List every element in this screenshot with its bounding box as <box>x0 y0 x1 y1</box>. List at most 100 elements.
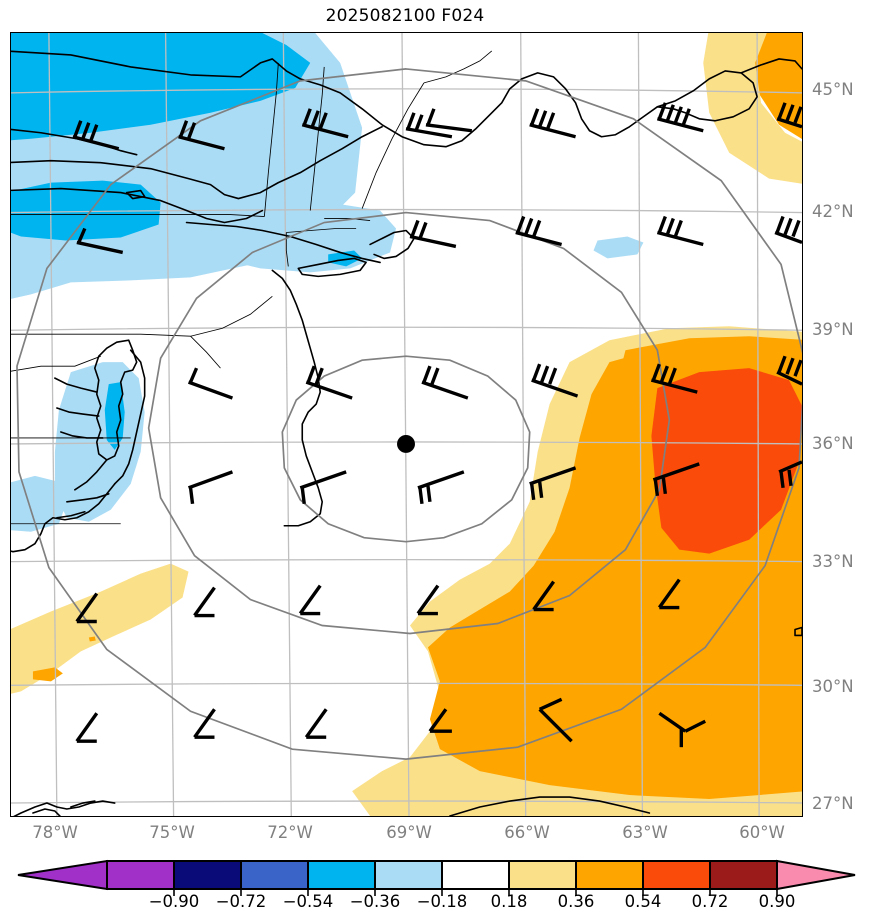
wind-barb <box>187 367 234 400</box>
wind-barb <box>178 120 225 151</box>
coast-mid-atlantic <box>271 269 324 527</box>
border-me-canada <box>423 50 493 84</box>
gridline-lon-72 <box>282 33 292 816</box>
contour-fill-036-sw-speck <box>88 636 96 642</box>
colorbar-segment-zero <box>441 860 510 890</box>
contour-fill-neg018-chesapeake <box>54 362 145 522</box>
wind-barb <box>529 466 577 501</box>
gridline-lat-45 <box>11 88 802 94</box>
colorbar-tick-neg018: −0.18 <box>416 892 468 911</box>
colorbar-tick-072: 0.72 <box>691 892 729 911</box>
wind-barb <box>301 108 349 139</box>
filled-contours <box>11 33 802 816</box>
colorbar-segment-neg072 <box>173 860 242 890</box>
lon-label-78: 78°W <box>32 823 78 842</box>
range-ring-inner <box>281 355 531 543</box>
colorbar-segment-over <box>776 859 856 891</box>
wind-barb <box>416 584 440 616</box>
wind-barb <box>193 586 216 618</box>
coast-nova-scotia <box>656 70 758 122</box>
gridline-lat-27 <box>11 800 802 804</box>
wind-barb <box>421 365 469 400</box>
lon-label-63: 63°W <box>622 823 668 842</box>
range-ring-middle <box>147 211 671 635</box>
colorbar-tick-neg036: −0.36 <box>349 892 401 911</box>
colorbar-ticks <box>173 889 778 896</box>
wind-barb <box>72 120 120 151</box>
wind-barb <box>656 215 704 247</box>
coast-carolina-sounds <box>56 493 110 519</box>
wind-barb <box>409 219 457 249</box>
colorbar-tick-036: 0.36 <box>557 892 595 911</box>
colorbar-segment-neg054 <box>240 860 309 890</box>
wind-barb <box>425 108 473 133</box>
colorbar-segment-neg018 <box>374 860 443 890</box>
wind-barb <box>529 108 577 139</box>
border-ct-ma <box>286 228 357 233</box>
wind-barb <box>650 363 698 394</box>
range-rings <box>16 68 802 760</box>
wind-barb <box>538 697 573 743</box>
coast-carolina <box>11 483 116 553</box>
coast-bermuda <box>794 626 802 637</box>
wind-barb <box>657 578 681 610</box>
border-ny-pa <box>11 214 265 217</box>
wind-barb <box>187 470 234 505</box>
colorbar-segment-neg090 <box>106 860 175 890</box>
contour-fill-054-core <box>651 368 802 554</box>
gridline-lon-66 <box>520 33 527 816</box>
colorbar-tick-018: 0.18 <box>490 892 528 911</box>
colorbar-canvas <box>17 859 856 896</box>
map-canvas[interactable] <box>11 33 802 816</box>
gridline-lon-60 <box>756 33 760 816</box>
colorbar-segment-neg036 <box>307 860 376 890</box>
coast-chesapeake-tributaries <box>54 377 108 491</box>
contour-fill-neg018-atlantic-oval <box>593 236 644 259</box>
coast-long-island <box>297 257 367 278</box>
colorbar-segment-054 <box>642 860 711 890</box>
gridline-lat-42 <box>11 208 802 214</box>
gridline-lon-75 <box>164 33 175 816</box>
contour-fill-036-north-tongue <box>621 336 802 371</box>
wind-barb <box>417 470 465 505</box>
lat-label-36: 36°N <box>812 434 854 453</box>
wind-barb <box>652 462 700 497</box>
wind-barb <box>515 215 563 247</box>
coast-bahamas <box>32 800 96 816</box>
wind-barb <box>305 365 353 400</box>
map-panel[interactable] <box>10 32 803 817</box>
wind-barb <box>658 711 707 748</box>
colorbar[interactable]: −0.90 −0.72 −0.54 −0.36 −0.18 0.18 0.36 … <box>0 858 873 924</box>
wind-barb <box>405 112 453 139</box>
border-pa-nj <box>190 295 273 337</box>
wind-barb <box>656 102 704 133</box>
colorbar-tick-neg054: −0.54 <box>282 892 334 911</box>
lat-label-45: 45°N <box>812 80 854 99</box>
wind-barb <box>298 584 322 616</box>
wind-barb <box>774 215 802 245</box>
colorbar-tick-neg072: −0.72 <box>215 892 267 911</box>
wind-barb <box>778 460 802 489</box>
coast-bahamas-east <box>449 796 651 816</box>
border-vt-nh <box>309 66 325 211</box>
wind-barb <box>75 712 99 743</box>
lat-label-42: 42°N <box>812 202 854 221</box>
coast-lake-erie <box>11 187 264 224</box>
border-ny-vt <box>263 62 279 217</box>
coast-st-lawrence <box>11 50 447 148</box>
wind-barb <box>776 102 802 129</box>
coast-lake-ontario-south <box>11 125 383 200</box>
wind-barb <box>76 227 124 255</box>
wind-barb <box>299 470 347 505</box>
contour-fill-neg036-ontario <box>11 33 311 141</box>
gridline-lat-39 <box>11 326 802 331</box>
lon-label-69: 69°W <box>386 823 432 842</box>
gridline-lon-69 <box>401 33 410 816</box>
range-ring-outer <box>16 68 802 760</box>
storm-center-marker[interactable] <box>397 434 415 453</box>
wind-barb <box>776 355 802 386</box>
political-borders <box>11 50 493 525</box>
lat-label-33: 33°N <box>812 552 854 571</box>
lon-label-72: 72°W <box>267 823 313 842</box>
colorbar-segment-under <box>17 859 108 891</box>
